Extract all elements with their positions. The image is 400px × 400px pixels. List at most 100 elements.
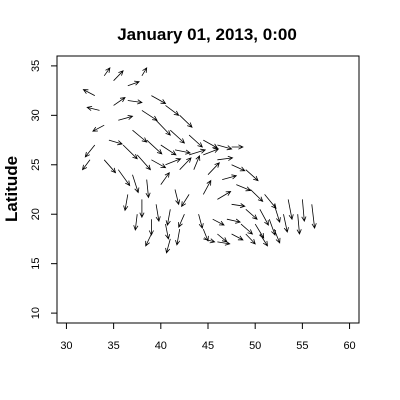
wind-arrow xyxy=(181,194,190,208)
wind-arrow xyxy=(231,164,246,172)
wind-arrow xyxy=(132,129,148,143)
y-tick-label: 20 xyxy=(30,208,42,220)
x-tick-label: 40 xyxy=(155,340,167,352)
wind-arrow xyxy=(217,144,233,151)
y-axis-label: Latitude xyxy=(2,156,21,222)
wind-arrow xyxy=(175,229,181,246)
wind-arrow xyxy=(217,155,234,161)
wind-arrow xyxy=(118,115,134,121)
wind-arrow xyxy=(123,194,129,212)
wind-arrow xyxy=(84,144,96,158)
wind-arrow xyxy=(141,110,158,121)
wind-arrow xyxy=(188,134,203,148)
wind-arrow xyxy=(146,139,163,155)
wind-arrow xyxy=(245,208,258,220)
wind-arrow xyxy=(165,238,171,254)
wind-arrow xyxy=(160,144,177,156)
wind-arrow xyxy=(236,184,252,192)
wind-arrow xyxy=(217,233,228,243)
wind-arrow xyxy=(103,159,117,174)
y-tick-label: 35 xyxy=(30,60,42,72)
wind-arrow xyxy=(264,194,277,210)
wind-arrow xyxy=(259,209,269,226)
wind-arrow xyxy=(82,89,95,96)
wind-arrow xyxy=(136,154,151,171)
x-tick-label: 45 xyxy=(202,340,214,352)
wind-arrow xyxy=(174,149,192,155)
wind-arrow xyxy=(193,155,201,170)
wind-arrow xyxy=(145,233,152,247)
wind-arrow xyxy=(268,219,276,236)
wind-arrow xyxy=(231,233,244,241)
wind-arrow xyxy=(203,238,216,244)
x-tick-label: 35 xyxy=(108,340,120,352)
wind-arrow xyxy=(222,174,238,180)
wind-arrow xyxy=(203,139,219,149)
wind-arrow xyxy=(165,105,180,116)
wind-arrow xyxy=(141,67,148,77)
wind-arrow xyxy=(122,144,138,160)
wind-arrow xyxy=(139,199,145,219)
y-tick-label: 15 xyxy=(30,258,42,270)
wind-arrow xyxy=(81,159,91,171)
wind-arrow xyxy=(133,214,139,231)
wind-arrow xyxy=(231,144,244,150)
wind-arrow xyxy=(127,80,140,87)
wind-arrow xyxy=(226,218,241,224)
wind-arrow xyxy=(245,169,259,182)
arrow-layer xyxy=(81,67,317,254)
wind-arrow xyxy=(301,199,307,223)
wind-arrow xyxy=(240,223,254,235)
wind-arrow xyxy=(174,189,181,206)
wind-arrow xyxy=(165,158,182,166)
y-tick-label: 25 xyxy=(30,159,42,171)
wind-arrow xyxy=(113,96,126,106)
wind-arrow xyxy=(127,99,143,105)
wind-arrow xyxy=(259,233,268,247)
chart-title: January 01, 2013, 0:00 xyxy=(117,25,297,44)
wind-arrow xyxy=(103,67,111,77)
y-tick-label: 30 xyxy=(30,109,42,121)
wind-arrow xyxy=(92,124,105,132)
wind-arrow xyxy=(170,129,186,144)
x-tick-label: 55 xyxy=(296,340,308,352)
wind-arrow xyxy=(231,203,246,209)
x-tick-label: 60 xyxy=(343,340,355,352)
wind-arrow xyxy=(132,174,140,194)
wind-arrow xyxy=(155,120,171,136)
wind-arrow xyxy=(212,218,225,226)
y-tick-label: 10 xyxy=(30,307,42,319)
wind-arrow xyxy=(287,199,294,221)
wind-arrow xyxy=(296,214,302,235)
wind-arrow xyxy=(273,228,281,244)
wind-arrow xyxy=(245,233,256,245)
wind-arrow xyxy=(148,219,154,236)
y-axis: 10 15 20 25 30 35 xyxy=(30,60,57,319)
wind-arrow xyxy=(202,179,212,195)
wind-arrow xyxy=(165,224,171,240)
wind-arrow xyxy=(151,159,167,169)
wind-arrow xyxy=(179,157,192,170)
wind-arrow xyxy=(178,214,185,228)
wind-arrow xyxy=(311,204,317,230)
wind-arrow xyxy=(165,209,171,226)
wind-arrow xyxy=(113,70,124,81)
plot-frame xyxy=(56,55,360,324)
wind-arrow xyxy=(179,115,193,128)
x-tick-label: 30 xyxy=(60,340,72,352)
wind-arrow xyxy=(198,214,204,229)
wind-arrow xyxy=(155,204,161,222)
wind-arrow xyxy=(117,169,131,187)
wind-arrow xyxy=(86,106,100,111)
wind-arrow xyxy=(273,204,281,223)
wind-arrow xyxy=(145,179,151,199)
x-tick-label: 50 xyxy=(249,340,261,352)
wind-arrow xyxy=(254,223,265,239)
wind-arrow xyxy=(283,214,289,233)
wind-arrow xyxy=(217,191,232,200)
wind-arrow xyxy=(250,189,264,203)
wind-arrow xyxy=(188,148,207,156)
wind-arrow xyxy=(203,148,220,156)
wind-arrow xyxy=(217,240,231,246)
